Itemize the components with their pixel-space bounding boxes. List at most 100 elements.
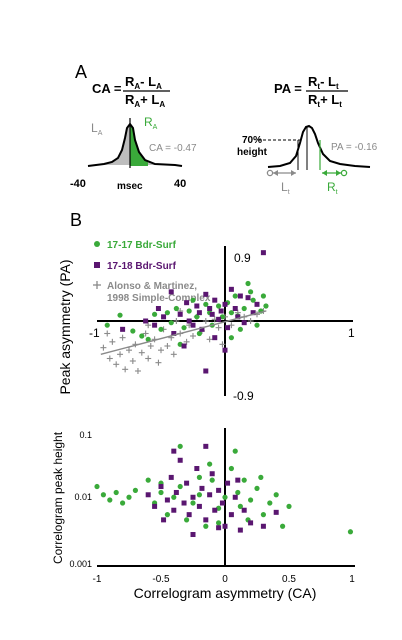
height-data-point xyxy=(194,466,200,472)
pa-r-label: Rt xyxy=(327,180,338,196)
pa-scatter-chart: -1 1 0.9 -0.9 Peak asymmetry (PA) xyxy=(57,246,355,403)
pa-l-arrowhead xyxy=(273,170,278,176)
height-data-point xyxy=(228,465,234,472)
pa-data-point xyxy=(145,336,151,342)
height-data-point xyxy=(190,500,196,506)
height-data-point xyxy=(190,494,196,500)
pa-data-point xyxy=(207,306,213,311)
pa-data-point xyxy=(145,355,152,362)
pa-data-point xyxy=(104,330,111,337)
pa-y-label: Peak asymmetry (PA) xyxy=(57,259,73,394)
height-data-point xyxy=(273,509,279,515)
pa-data-point xyxy=(152,322,158,328)
height-data-point xyxy=(254,485,260,491)
height-data-point xyxy=(177,443,183,449)
pa-data-point xyxy=(212,297,218,303)
height-data-point xyxy=(120,500,126,506)
pa-data-point xyxy=(241,320,247,326)
height-data-point xyxy=(235,489,241,496)
pa-data-point xyxy=(117,312,123,318)
height-data-point xyxy=(152,503,158,509)
pa-data-point xyxy=(145,322,152,329)
pa-data-point xyxy=(186,318,192,324)
pa-trend-line xyxy=(100,310,267,356)
pa-tick-x-left: -1 xyxy=(89,326,100,340)
pa-data-point xyxy=(203,291,209,297)
legend-marker-gray xyxy=(93,281,101,289)
height-data-point xyxy=(190,532,196,538)
height-data-point xyxy=(286,503,292,509)
height-data-point xyxy=(267,500,273,506)
pa-data-point xyxy=(161,314,167,320)
pa-correlogram: 70% height PA = -0.16 Lt Rt xyxy=(237,124,378,196)
height-data-point xyxy=(107,497,113,503)
height-data-point xyxy=(145,492,151,498)
pa-data-point xyxy=(194,314,200,320)
pa-data-point xyxy=(117,351,124,358)
height-data-point xyxy=(196,474,202,481)
height-data-point xyxy=(184,480,190,486)
pa-data-point xyxy=(216,303,222,309)
pa-data-point xyxy=(250,297,256,303)
height-data-point xyxy=(158,489,164,496)
height-data-point xyxy=(203,523,209,529)
height-data-point xyxy=(203,443,209,449)
pa-data-point xyxy=(152,311,158,317)
pa-data-point xyxy=(260,293,266,299)
pa-data-point xyxy=(190,322,196,328)
legend-marker-purple xyxy=(94,262,100,268)
pa-data-point xyxy=(254,322,260,328)
height-tick-x-2: 0 xyxy=(222,574,228,585)
pa-data-point xyxy=(219,341,226,348)
pa-data-point xyxy=(237,326,243,332)
legend-text-4: 1998 Simple-Complex xyxy=(107,293,211,304)
height-data-point xyxy=(171,507,177,513)
pa-data-point xyxy=(222,301,228,307)
pa-data-point xyxy=(119,334,126,341)
pa-data-point xyxy=(109,338,116,345)
legend-marker-green xyxy=(94,241,100,247)
pa-data-point xyxy=(113,361,120,368)
pa-data-point xyxy=(142,330,149,337)
pa-l-arrowhead-2 xyxy=(291,170,296,176)
pa-data-point xyxy=(203,301,209,307)
pa-data-point xyxy=(190,333,196,339)
ca-right-area xyxy=(130,124,148,166)
ca-formula-lhs: CA = xyxy=(92,81,122,96)
pa-data-point xyxy=(120,326,126,332)
height-data-point xyxy=(207,461,213,467)
pa-data-point xyxy=(247,318,254,324)
pa-data-point xyxy=(183,338,190,345)
height-x-label: Correlogram asymmetry (CA) xyxy=(134,585,317,601)
height-data-point xyxy=(241,507,247,513)
pa-data-point xyxy=(228,286,234,292)
pa-tick-y-bottom: -0.9 xyxy=(233,389,254,403)
height-tick-y-2: 0.001 xyxy=(69,559,92,569)
height-data-point xyxy=(126,494,132,500)
height-tick-x-1: -0.5 xyxy=(152,574,170,585)
pa-data-point xyxy=(218,308,224,314)
pa-data-point xyxy=(155,359,162,366)
height-data-point xyxy=(196,492,202,498)
height-data-point xyxy=(228,512,234,518)
pa-data-point xyxy=(241,305,247,312)
pa-data-point xyxy=(250,310,256,316)
pa-data-point xyxy=(232,306,238,311)
height-data-point xyxy=(248,497,254,503)
pa-left-marker xyxy=(266,169,274,177)
pa-data-point xyxy=(177,311,183,317)
height-data-point xyxy=(216,505,222,511)
ca-l-label: LA xyxy=(91,121,103,137)
height-data-point xyxy=(186,512,192,518)
pa-data-point xyxy=(106,355,113,362)
legend-text-2: 17-18 Bdr-Surf xyxy=(107,261,177,272)
pa-data-point xyxy=(100,344,107,351)
legend-text-1: 17-17 Bdr-Surf xyxy=(107,240,177,251)
pa-data-point xyxy=(158,347,164,354)
pa-data-point xyxy=(126,347,132,354)
height-data-point xyxy=(237,503,243,509)
ca-tick-right: 40 xyxy=(174,178,186,190)
pa-data-point xyxy=(130,328,136,334)
pa-data-point xyxy=(143,318,149,324)
